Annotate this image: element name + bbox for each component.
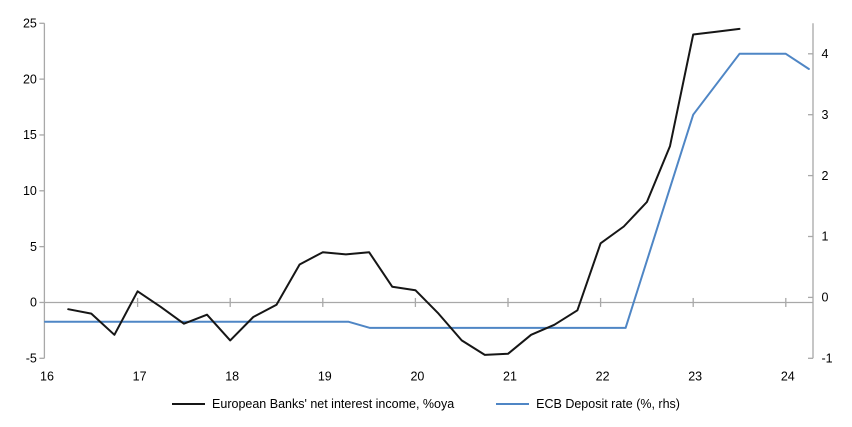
left-tick-label: 0 <box>30 296 37 310</box>
right-tick-label: 1 <box>822 230 829 244</box>
left-tick-label: 15 <box>23 128 37 142</box>
legend-line-swatch-blue <box>496 402 530 406</box>
left-tick-label: 25 <box>23 16 37 30</box>
legend-line-swatch-black <box>172 402 206 406</box>
series-net-interest-income-line <box>67 27 741 356</box>
x-tick-label: 23 <box>688 370 702 384</box>
legend-item-net-interest-income: European Banks' net interest income, %oy… <box>172 398 454 411</box>
x-tick-label: 16 <box>40 370 54 384</box>
right-tick-label: 3 <box>822 108 829 122</box>
right-tick-label: 0 <box>822 291 829 305</box>
left-tick-label: 20 <box>23 72 37 86</box>
left-tick-label: 5 <box>30 240 37 254</box>
x-tick-label: 17 <box>133 370 147 384</box>
y-axis-right: -1 0 1 2 3 4 <box>808 23 833 366</box>
x-axis-ticks <box>136 297 787 307</box>
x-tick-label: 24 <box>781 370 795 384</box>
left-tick-label: 10 <box>23 184 37 198</box>
x-axis-labels: 16 17 18 19 20 21 22 23 24 <box>40 370 795 384</box>
x-tick-label: 20 <box>410 370 424 384</box>
legend-label-ecb-deposit-rate: ECB Deposit rate (%, rhs) <box>536 396 680 411</box>
x-tick-label: 18 <box>225 370 239 384</box>
x-tick-label: 22 <box>596 370 610 384</box>
x-tick-label: 21 <box>503 370 517 384</box>
x-tick-label: 19 <box>318 370 332 384</box>
right-tick-label: 4 <box>822 47 829 61</box>
legend: European Banks' net interest income, %oy… <box>0 395 852 413</box>
right-tick-label: 2 <box>822 169 829 183</box>
y-axis-left: -5 0 5 10 15 20 25 <box>23 16 46 366</box>
legend-item-ecb-deposit-rate: ECB Deposit rate (%, rhs) <box>496 398 680 411</box>
legend-label-net-interest-income: European Banks' net interest income, %oy… <box>212 396 455 411</box>
right-tick-label: -1 <box>822 352 833 366</box>
left-tick-label: -5 <box>26 352 37 366</box>
series-ecb-deposit-rate-line <box>44 52 810 329</box>
